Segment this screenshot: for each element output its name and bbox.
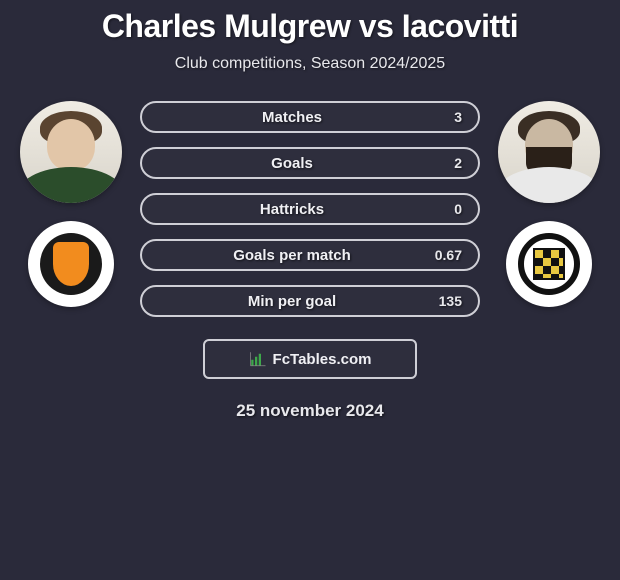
- brand-text: FcTables.com: [273, 351, 372, 368]
- crest-checker: [533, 248, 565, 280]
- stats-list: Matches 3 Goals 2 Hattricks 0 Goals per …: [140, 101, 480, 317]
- page-title: Charles Mulgrew vs Iacovitti: [0, 8, 620, 45]
- right-player-column: [498, 101, 600, 307]
- stat-value: 0.67: [426, 247, 462, 263]
- stat-row: Hattricks 0: [140, 193, 480, 225]
- page-subtitle: Club competitions, Season 2024/2025: [0, 55, 620, 73]
- stat-value: 135: [426, 293, 462, 309]
- comparison-row: Matches 3 Goals 2 Hattricks 0 Goals per …: [0, 101, 620, 317]
- left-player-column: [20, 101, 122, 307]
- avatar-shoulders: [498, 167, 600, 203]
- stat-label: Goals: [158, 155, 426, 172]
- left-club-crest: [28, 221, 114, 307]
- avatar-shoulders: [20, 167, 122, 203]
- comparison-card: Charles Mulgrew vs Iacovitti Club compet…: [0, 0, 620, 421]
- right-player-avatar: [498, 101, 600, 203]
- stat-row: Min per goal 135: [140, 285, 480, 317]
- stat-label: Matches: [158, 109, 426, 126]
- stat-value: 0: [426, 201, 462, 217]
- stat-value: 3: [426, 109, 462, 125]
- brand-badge: FcTables.com: [203, 339, 417, 379]
- left-player-avatar: [20, 101, 122, 203]
- stat-row: Goals per match 0.67: [140, 239, 480, 271]
- snapshot-date: 25 november 2024: [0, 401, 620, 421]
- crest-inner: [518, 233, 580, 295]
- stat-label: Min per goal: [158, 293, 426, 310]
- stat-row: Goals 2: [140, 147, 480, 179]
- stat-row: Matches 3: [140, 101, 480, 133]
- avatar-head: [47, 119, 95, 171]
- stat-label: Goals per match: [158, 247, 426, 264]
- stat-label: Hattricks: [158, 201, 426, 218]
- stat-value: 2: [426, 155, 462, 171]
- right-club-crest: [506, 221, 592, 307]
- chart-icon: [249, 350, 267, 368]
